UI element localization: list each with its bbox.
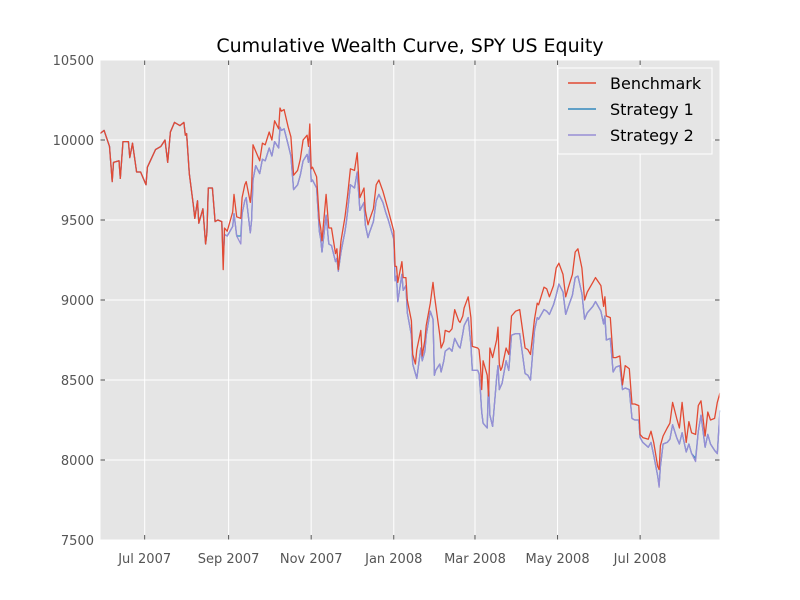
legend-label-benchmark: Benchmark [610, 74, 702, 93]
y-tick-label: 9000 [61, 294, 94, 309]
legend: Benchmark Strategy 1 Strategy 2 [557, 67, 713, 155]
legend-label-strategy-2: Strategy 2 [610, 126, 694, 145]
chart-title: Cumulative Wealth Curve, SPY US Equity [216, 35, 603, 57]
x-tick-label: Nov 2007 [280, 552, 343, 567]
x-tick-label: May 2008 [526, 552, 590, 567]
axis-ticks: 7500 8000 8500 9000 9500 10000 10500 Jul 2007 Se… [53, 54, 720, 567]
y-tick-label: 10000 [53, 134, 94, 149]
x-tick-label: Sep 2007 [198, 552, 260, 567]
y-tick-label: 10500 [53, 54, 94, 69]
y-tick-label: 7500 [61, 534, 94, 549]
x-tick-label: Jan 2008 [364, 552, 422, 567]
x-tick-label: Mar 2008 [444, 552, 506, 567]
legend-label-strategy-1: Strategy 1 [610, 100, 694, 119]
grid [100, 59, 720, 541]
x-tick-label: Jul 2008 [613, 552, 667, 567]
series-line-benchmark [99, 107, 721, 471]
y-tick-label: 8500 [61, 374, 94, 389]
x-tick-label: Jul 2007 [117, 552, 171, 567]
y-tick-label: 9500 [61, 214, 94, 229]
plot-frame [99, 59, 721, 541]
y-tick-label: 8000 [61, 454, 94, 469]
series-lines [99, 107, 721, 488]
